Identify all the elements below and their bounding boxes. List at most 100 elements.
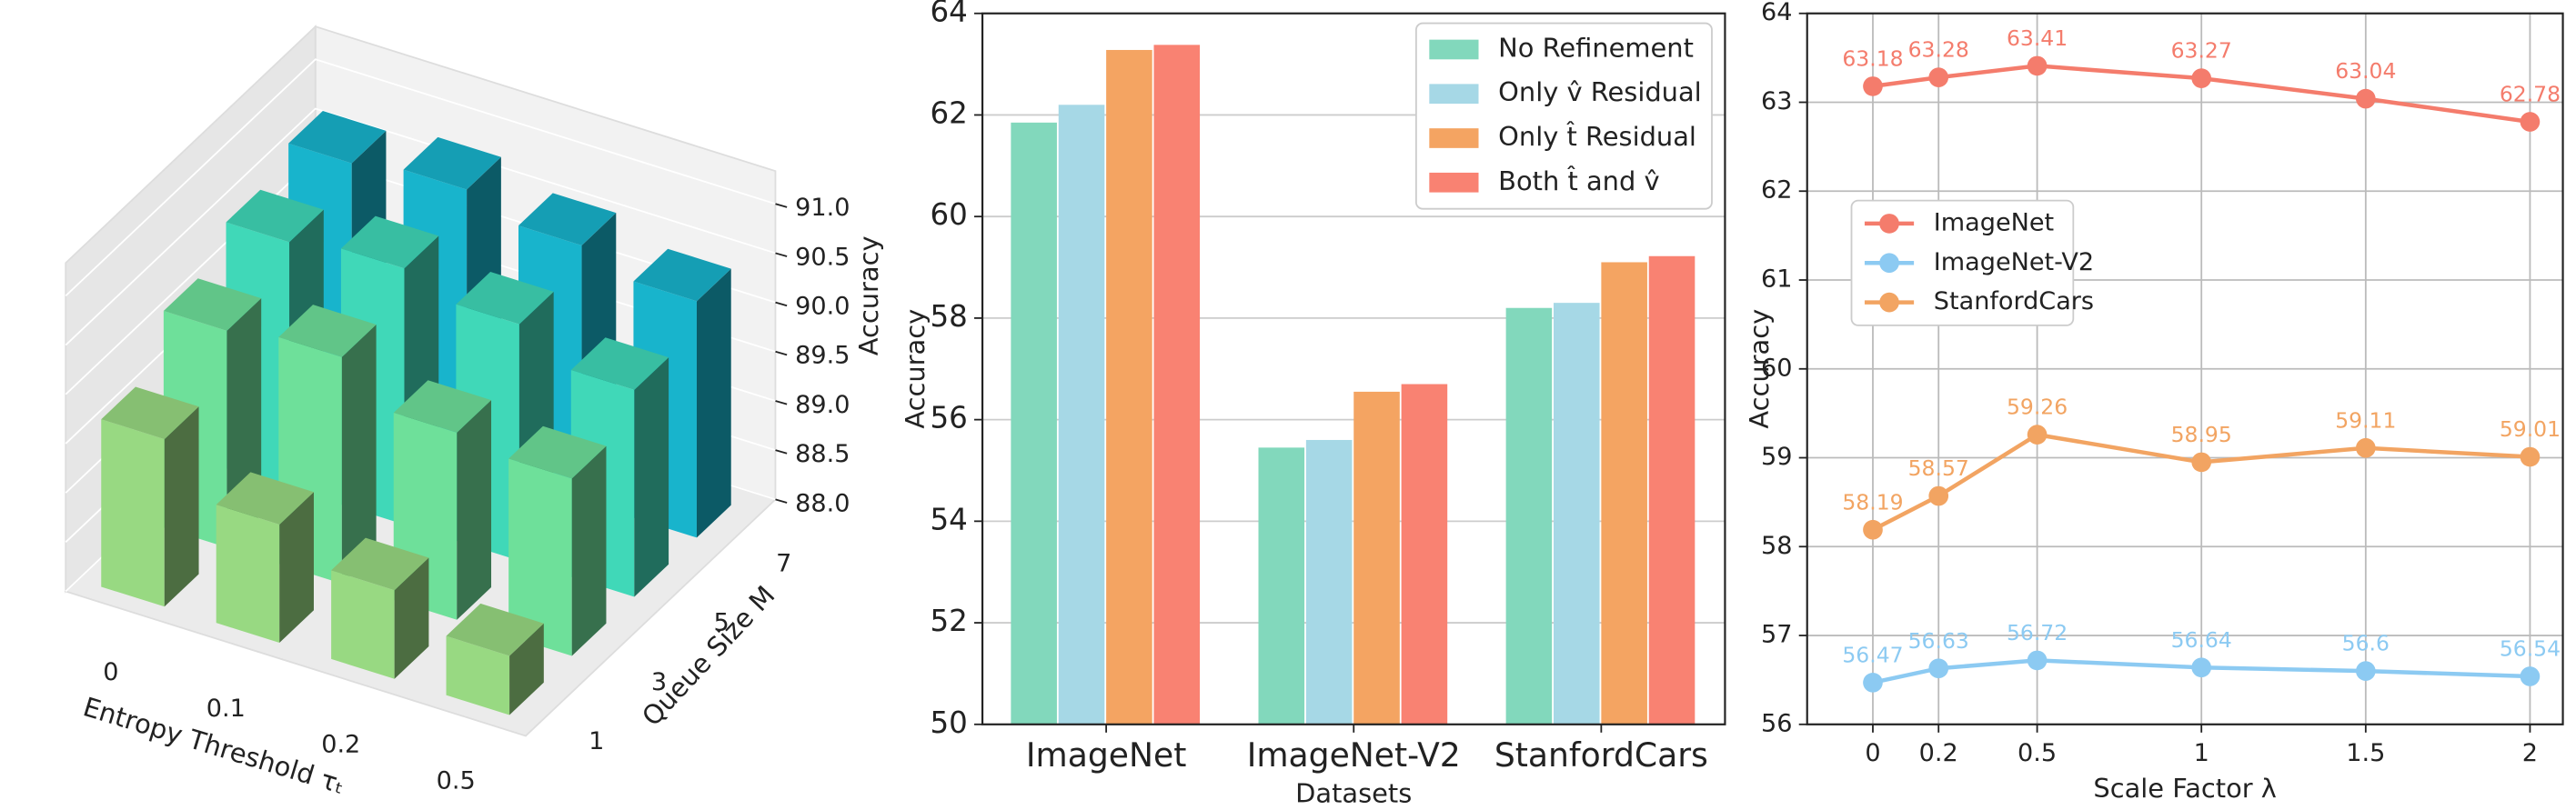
data-label: 63.28	[1908, 37, 1969, 63]
y-tick-label: 50	[930, 705, 967, 740]
bar-top	[340, 215, 439, 269]
marker	[2520, 666, 2541, 686]
z-tick	[775, 350, 788, 356]
y-tick-label: 62	[930, 95, 967, 130]
grid-line	[65, 58, 776, 297]
bar-front	[331, 570, 395, 679]
bar-top	[163, 278, 262, 331]
bar	[1648, 255, 1696, 725]
bar-top	[278, 305, 377, 357]
bar	[1258, 447, 1305, 725]
data-label: 58.95	[2171, 422, 2232, 447]
z-tick	[775, 203, 788, 208]
bar-side	[571, 445, 607, 656]
y-tick-label: 54	[930, 502, 967, 536]
legend-label: Only t̂ Residual	[1498, 121, 1696, 152]
data-label: 56.64	[2171, 627, 2232, 653]
line	[1872, 64, 2531, 125]
legend-label: Both t̂ and v̂	[1498, 165, 1659, 196]
bar	[1153, 45, 1201, 725]
y-tick-label: 56	[930, 401, 967, 435]
data-label: 56.72	[2007, 620, 2068, 645]
data-label: 63.04	[2335, 58, 2396, 84]
x-tick-label: 0.1	[206, 695, 246, 723]
bar-top	[216, 472, 314, 525]
bar	[1401, 384, 1448, 725]
legend-label: StanfordCars	[1934, 287, 2094, 315]
y-tick-label: 60	[930, 197, 967, 232]
y-tick-label: 58	[930, 299, 967, 334]
x-axis-label: Datasets	[1295, 777, 1412, 808]
x-tick-label: 0.5	[2018, 739, 2057, 767]
z-tick-label: 89.5	[795, 342, 850, 370]
plot-frame	[981, 12, 1726, 725]
bar-3d	[216, 472, 314, 644]
bar-side	[341, 325, 377, 585]
y-tick-label: 58	[1761, 532, 1792, 560]
bar	[1505, 307, 1553, 725]
bar-top	[570, 337, 669, 390]
bar-3d	[101, 386, 199, 607]
marker	[1863, 76, 1883, 96]
bar	[1601, 262, 1647, 725]
bar-3d	[331, 537, 429, 679]
y-tick-label: 63	[1761, 87, 1792, 115]
bar-side	[164, 406, 199, 607]
y-axis-label: Accuracy	[1744, 309, 1775, 429]
z-tick-label: 90.0	[795, 293, 850, 321]
z-tick	[775, 449, 788, 455]
bar-side	[634, 357, 669, 597]
bar-side	[509, 623, 544, 715]
z-tick	[775, 252, 788, 257]
data-label: 56.54	[2500, 636, 2561, 662]
data-label: 58.19	[1842, 489, 1903, 515]
z-tick	[775, 498, 788, 504]
marker	[1863, 519, 1883, 540]
data-label: 59.11	[2335, 407, 2396, 433]
marker	[2520, 446, 2541, 467]
marker	[2027, 425, 2048, 445]
line	[1872, 658, 2531, 685]
bar-front	[216, 505, 280, 644]
legend-marker	[1879, 292, 1899, 313]
legend-label: ImageNet-V2	[1934, 248, 2094, 276]
legend-swatch	[1429, 84, 1479, 105]
marker	[2027, 55, 2048, 76]
bar-3d	[508, 425, 607, 656]
y-tick-label: 1	[589, 727, 604, 755]
y-tick-label: 62	[1761, 176, 1792, 205]
data-label: 58.57	[1908, 455, 1969, 481]
bar-top	[633, 248, 731, 302]
marker	[1928, 658, 1949, 679]
y-tick-label: 64	[930, 0, 967, 29]
legend-label: ImageNet	[1934, 208, 2054, 236]
bar-front	[446, 635, 510, 715]
legend-label: Only v̂ Residual	[1498, 76, 1702, 107]
bar-side	[457, 400, 492, 620]
z-tick-label: 88.0	[795, 489, 850, 517]
bar	[1058, 105, 1105, 725]
legend-marker	[1879, 214, 1899, 234]
bar-top	[446, 603, 544, 656]
z-tick	[775, 301, 788, 307]
bar	[1106, 49, 1152, 725]
line	[1871, 432, 2531, 532]
x-axis-label: Scale Factor λ	[2093, 773, 2277, 804]
bar-side	[279, 492, 314, 644]
marker	[2520, 112, 2541, 132]
x-tick-label: 0.2	[321, 731, 360, 759]
plot-frame	[1806, 12, 2564, 725]
bar-top	[393, 380, 492, 433]
y-tick-label: 60	[1761, 354, 1792, 382]
data-label: 59.01	[2500, 416, 2561, 442]
data-label: 62.78	[2500, 82, 2561, 107]
bar-side	[394, 557, 429, 679]
bar	[1353, 391, 1400, 725]
data-label: 59.26	[2007, 395, 2068, 420]
bar-top	[288, 111, 387, 164]
legend-box	[1414, 22, 1713, 210]
z-tick	[775, 400, 788, 405]
marker	[2355, 437, 2376, 458]
bar-front	[101, 419, 165, 607]
legend-swatch	[1429, 172, 1479, 193]
